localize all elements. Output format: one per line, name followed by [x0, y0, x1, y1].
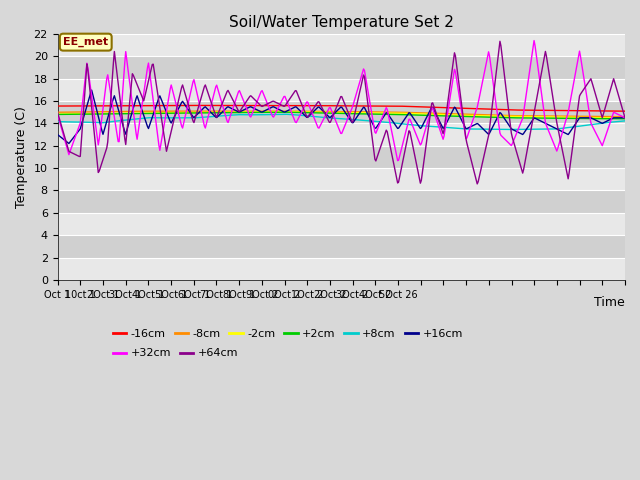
Bar — [58, 235, 625, 258]
Bar — [58, 34, 625, 56]
Legend: +32cm, +64cm: +32cm, +64cm — [109, 344, 243, 363]
Bar — [58, 146, 625, 168]
Bar — [58, 213, 625, 235]
Text: EE_met: EE_met — [63, 37, 108, 47]
Bar — [58, 258, 625, 280]
Bar — [58, 123, 625, 146]
Title: Soil/Water Temperature Set 2: Soil/Water Temperature Set 2 — [229, 15, 454, 30]
Bar — [58, 168, 625, 191]
Bar — [58, 191, 625, 213]
Y-axis label: Temperature (C): Temperature (C) — [15, 106, 28, 208]
Bar — [58, 79, 625, 101]
Bar — [58, 56, 625, 79]
Bar — [58, 101, 625, 123]
Text: Time: Time — [595, 296, 625, 309]
